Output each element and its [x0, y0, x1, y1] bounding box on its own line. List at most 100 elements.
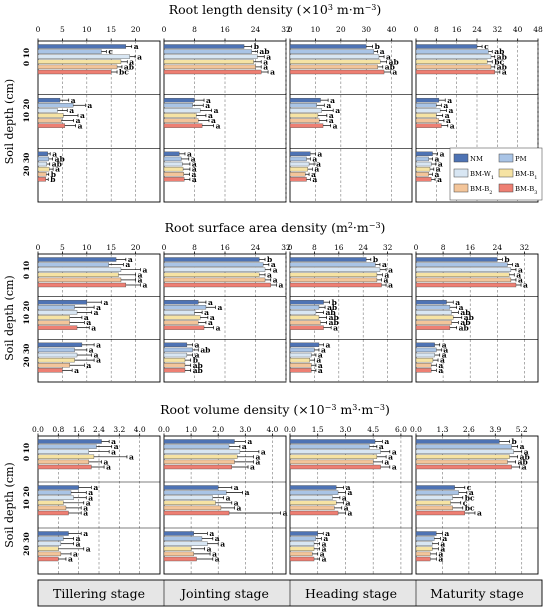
significance-letter: a	[436, 165, 441, 174]
legend-swatch-bm-b1	[498, 168, 514, 178]
significance-letter: a	[111, 437, 116, 446]
bar-bm-b3	[163, 368, 186, 373]
bar-bm-b2	[415, 320, 452, 325]
significance-letter: a	[129, 57, 134, 66]
bar-bm-b3	[37, 368, 63, 373]
significance-letter: ab	[389, 57, 399, 66]
significance-letter: a	[137, 52, 142, 61]
bar-bm-b1	[415, 166, 431, 172]
significance-letter: a	[215, 534, 220, 543]
tick-label: 20	[131, 25, 141, 34]
tick-label: 0	[288, 243, 293, 252]
significance-letter: a	[392, 447, 397, 456]
bar-nm	[163, 257, 260, 262]
tick-label: 0.0	[158, 425, 170, 434]
bar-bm-b3	[289, 282, 382, 288]
significance-letter: a	[380, 47, 385, 56]
significance-letter: a	[323, 534, 328, 543]
tick-label: 24	[358, 243, 368, 252]
significance-letter: c	[467, 483, 472, 492]
significance-letter: a	[437, 175, 442, 184]
significance-letter: a	[52, 149, 57, 158]
significance-letter: a	[138, 276, 143, 285]
tick-label: 3.9	[489, 425, 501, 434]
bar-bm-b2	[37, 551, 62, 557]
bar-bm-b2	[289, 64, 378, 70]
significance-letter: a	[205, 101, 210, 110]
panel-frame	[289, 435, 413, 575]
bar-pm	[163, 347, 193, 353]
bar-bm-b3	[415, 123, 442, 128]
significance-letter: ab	[259, 47, 269, 56]
significance-letter: a	[250, 463, 255, 472]
significance-letter: a	[440, 149, 445, 158]
bar-bm-b3	[37, 325, 78, 330]
tick-label: 16	[220, 243, 230, 252]
bar-bm-b1	[415, 500, 451, 505]
tick-label: 8	[441, 243, 446, 252]
bar-bm-b3	[37, 177, 46, 182]
bar-nm	[289, 151, 311, 157]
significance-letter: a	[392, 68, 397, 77]
bar-bm-b1	[163, 166, 184, 172]
tick-label: 5	[60, 25, 65, 34]
significance-letter: ab	[329, 318, 339, 327]
bar-pm	[289, 536, 317, 541]
bar-bm-b3	[289, 69, 385, 75]
bar-nm	[37, 151, 48, 157]
significance-letter: a	[263, 63, 268, 72]
bar-nm	[415, 299, 447, 305]
significance-letter: a	[236, 504, 241, 513]
significance-letter: bc	[465, 504, 475, 513]
significance-letter: a	[445, 111, 450, 120]
significance-letter: a	[440, 539, 445, 548]
significance-letter: a	[317, 149, 322, 158]
tick-label: 3.0	[239, 425, 251, 434]
significance-letter: a	[247, 437, 252, 446]
bar-bm-w1	[289, 352, 312, 358]
significance-letter: a	[83, 529, 88, 538]
tick-label: 4.5	[367, 425, 379, 434]
bar-bm-b2	[163, 459, 235, 465]
bar-nm	[37, 531, 69, 536]
bar-bm-w1	[163, 267, 266, 272]
bar-bm-b2	[289, 172, 306, 177]
significance-letter: a	[192, 165, 197, 174]
bar-bm-b3	[415, 325, 451, 330]
bar-bm-b3	[37, 464, 92, 470]
legend-swatch-bm-w1	[453, 168, 469, 178]
significance-letter: a	[344, 504, 349, 513]
significance-letter: a	[316, 356, 321, 365]
bar-bm-b3	[289, 368, 312, 373]
significance-letter: a	[209, 529, 214, 538]
tick-label: 2.4	[93, 425, 105, 434]
bar-pm	[163, 156, 182, 162]
bar-bm-b2	[163, 320, 199, 325]
significance-letter: a	[187, 149, 192, 158]
significance-letter: a	[96, 340, 101, 349]
significance-letter: a	[245, 488, 250, 497]
panel-frame	[163, 435, 287, 575]
significance-letter: ab	[497, 52, 507, 61]
tick-label: 32	[383, 243, 393, 252]
tick-label: 24	[472, 25, 482, 34]
bar-bm-b3	[289, 123, 324, 128]
significance-letter: a	[438, 361, 443, 370]
bar-bm-w1	[289, 495, 333, 500]
bar-bm-b1	[163, 113, 197, 118]
bar-nm	[163, 439, 235, 444]
significance-letter: a	[330, 96, 335, 105]
stage-labels: Tillering stage Jointing stage Heading sta…	[37, 579, 543, 607]
significance-letter: a	[214, 106, 219, 115]
significance-letter: a	[518, 265, 523, 274]
bar-bm-b1	[415, 357, 434, 363]
bar-pm	[415, 347, 437, 353]
significance-letter: a	[442, 340, 447, 349]
significance-letter: a	[242, 442, 247, 451]
tick-label: 1.3	[436, 425, 448, 434]
significance-letter: ab	[55, 155, 65, 164]
significance-letter: b	[193, 356, 198, 365]
significance-letter: a	[446, 116, 451, 125]
bar-bm-w1	[163, 449, 241, 454]
